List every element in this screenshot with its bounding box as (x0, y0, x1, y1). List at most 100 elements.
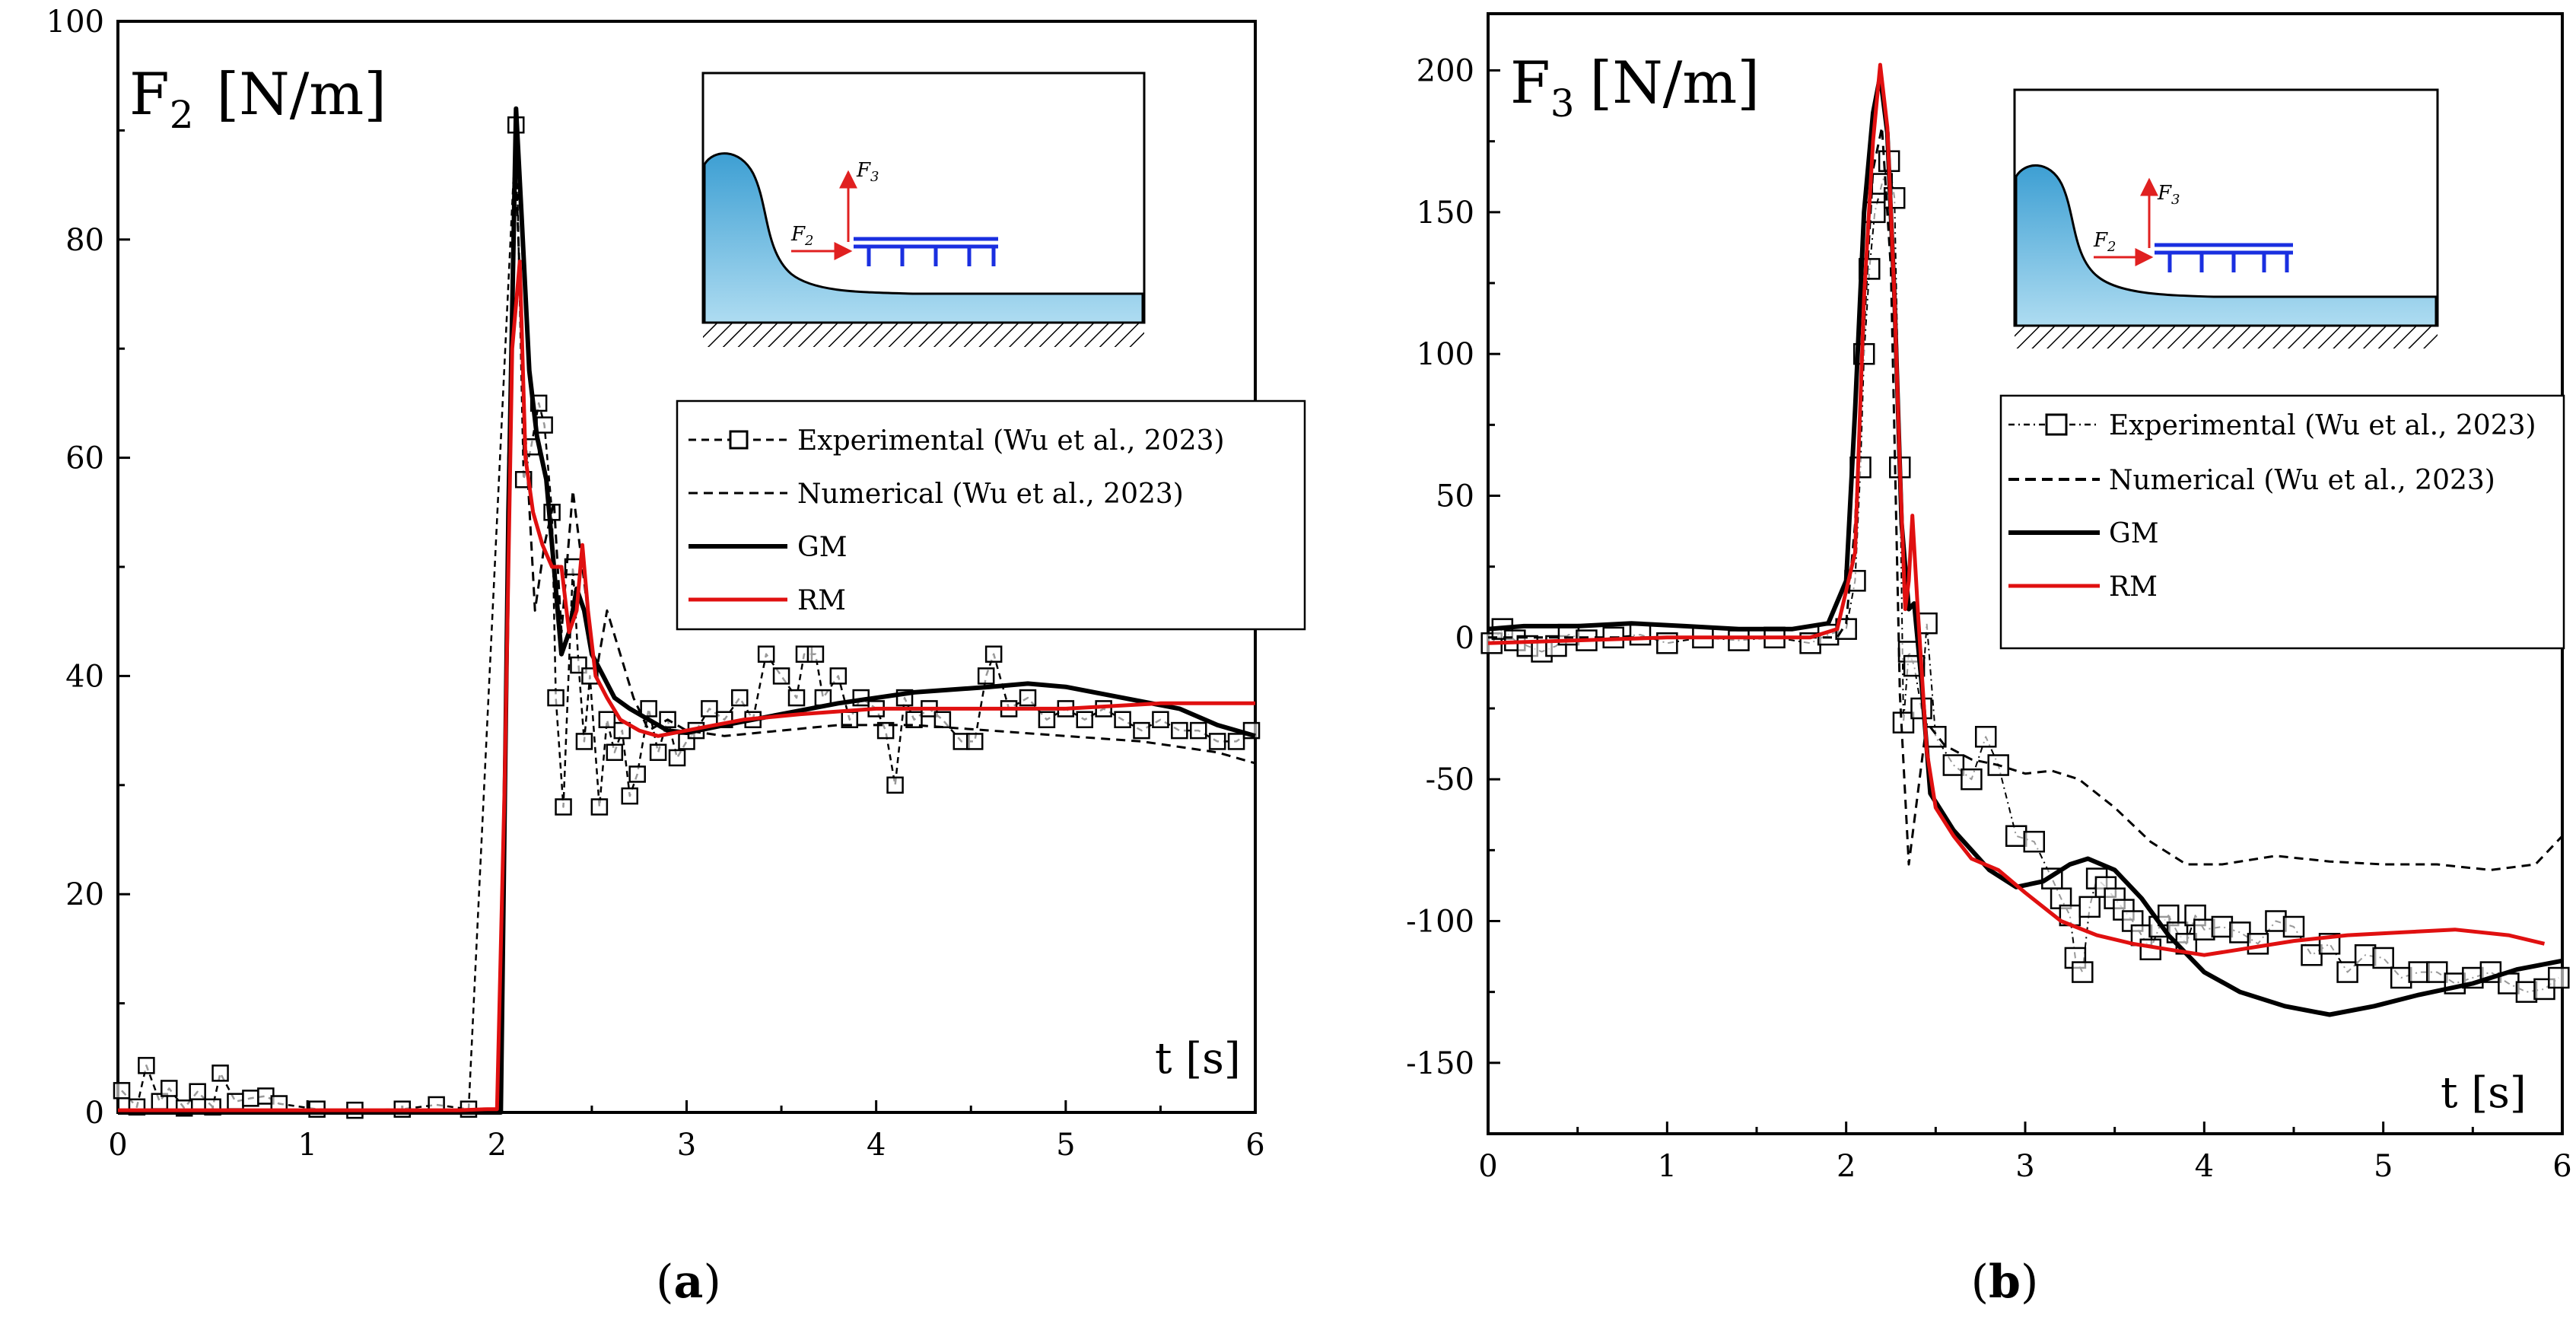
x-tick-label: 3 (677, 1128, 696, 1163)
data-point-marker (829, 667, 848, 685)
legend: Experimental (Wu et al., 2023) Numerical… (1999, 394, 2565, 650)
legend-entry: RM (2109, 571, 2158, 603)
series-line (118, 106, 1256, 1115)
x-tick-label: 0 (1478, 1149, 1497, 1184)
legend-entry: RM (797, 585, 846, 616)
x-tick-label: 4 (867, 1128, 886, 1163)
data-point-marker (628, 765, 646, 783)
data-point-marker (2301, 944, 2323, 966)
y-tick-label: 100 (1417, 337, 1474, 372)
y-axis-label: F2 [N/m] (129, 60, 386, 137)
data-point-marker (2005, 825, 2027, 847)
legend-entry: GM (797, 532, 848, 563)
y-tick-label: 40 (65, 659, 104, 694)
data-point-marker (787, 689, 806, 707)
data-point-marker (547, 689, 564, 707)
inset-schematic: F2 F3 (701, 72, 1146, 347)
y-tick-label: 80 (65, 223, 104, 258)
data-point-marker (757, 645, 775, 663)
series-line (1487, 62, 2546, 957)
data-point-marker (555, 798, 572, 816)
data-point-marker (1883, 186, 1906, 209)
data-point-marker (2229, 921, 2251, 944)
data-point-marker (621, 787, 638, 805)
data-point-marker (2265, 910, 2287, 932)
chart-panel-a: 0 20 40 60 80 100 0 1 2 3 4 5 6 F2 [N/m] t [s] (46, 5, 1306, 1309)
data-point-marker (2390, 966, 2412, 989)
data-point-marker (2023, 830, 2046, 853)
data-point-marker (1114, 711, 1131, 729)
x-tick-label: 5 (2374, 1149, 2393, 1184)
y-tick-label: -100 (1406, 905, 1474, 940)
data-point-marker (2193, 918, 2215, 940)
x-tick-label: 6 (2552, 1149, 2571, 1184)
data-point-marker (1076, 711, 1093, 729)
y-tick-label: 100 (46, 5, 104, 40)
y-tick-label: 200 (1417, 54, 1474, 89)
x-tick-label: 2 (1837, 1149, 1856, 1184)
data-point-marker (1190, 721, 1207, 740)
y-tick-label: -150 (1406, 1046, 1474, 1081)
data-point-marker (1728, 629, 1750, 651)
y-tick-label: -50 (1426, 762, 1474, 797)
data-point-marker (189, 1083, 206, 1101)
data-point-marker (161, 1080, 178, 1097)
x-tick-label: 0 (108, 1128, 127, 1163)
data-point-marker (536, 416, 553, 434)
data-point-marker (2372, 947, 2394, 969)
x-tick-label: 3 (2015, 1149, 2034, 1184)
data-point-marker (590, 798, 609, 816)
wave-shape (703, 152, 1144, 324)
x-tick-label: 1 (297, 1128, 316, 1163)
y-tick-label: 150 (1417, 196, 1474, 231)
y-tick-label: 50 (1436, 479, 1474, 514)
legend-entry: GM (2109, 518, 2159, 549)
legend-entry: Numerical (Wu et al., 2023) (797, 479, 1184, 510)
data-point-marker (1019, 689, 1037, 707)
x-tick-label: 6 (1245, 1128, 1264, 1163)
x-tick-label: 1 (1658, 1149, 1677, 1184)
data-point-marker (2282, 915, 2305, 938)
x-axis: 0 1 2 3 4 5 6 (108, 1100, 1265, 1163)
legend-entry: Experimental (Wu et al., 2023) (2109, 410, 2536, 441)
legend-frame (1999, 394, 2565, 650)
x-tick-label: 2 (488, 1128, 507, 1163)
data-point-marker (575, 733, 593, 750)
data-point-marker (731, 689, 749, 707)
data-point-marker (1629, 623, 1652, 646)
x-axis-label: t [s] (1155, 1034, 1241, 1084)
data-point-marker (1038, 711, 1056, 729)
data-point-marker (2408, 961, 2430, 983)
ground-hatch (2015, 326, 2438, 348)
legend-entry: Experimental (Wu et al., 2023) (797, 425, 1225, 457)
ground-hatch (703, 323, 1144, 347)
data-point-marker (984, 645, 1003, 663)
legend-marker-square (729, 430, 749, 450)
series-group (1480, 62, 2570, 1017)
data-point-marker (806, 645, 825, 663)
data-point-marker (2072, 961, 2094, 983)
data-point-marker (1974, 726, 1997, 748)
series-line (118, 259, 1255, 1112)
data-point-marker (876, 721, 895, 740)
data-point-marker (933, 711, 952, 729)
data-point-marker (1208, 733, 1226, 750)
data-point-marker (2059, 904, 2081, 927)
data-point-marker (211, 1064, 229, 1082)
data-point-marker (668, 749, 686, 767)
data-point-marker (1227, 733, 1245, 750)
data-point-marker (965, 733, 984, 750)
inset-f2-label: F2 (790, 223, 814, 249)
data-point-marker (1171, 721, 1188, 740)
data-point-marker (1942, 754, 1965, 776)
data-point-marker (1656, 632, 1678, 654)
data-point-marker (649, 743, 667, 762)
data-point-marker (227, 1093, 244, 1110)
data-point-marker (1133, 721, 1150, 740)
y-tick-label: 0 (1455, 621, 1474, 656)
x-tick-label: 4 (2195, 1149, 2214, 1184)
deck-icon (854, 237, 998, 266)
deck-icon (2155, 243, 2293, 272)
y-axis: 0 20 40 60 80 100 (46, 5, 130, 1131)
data-point-marker (886, 776, 904, 794)
